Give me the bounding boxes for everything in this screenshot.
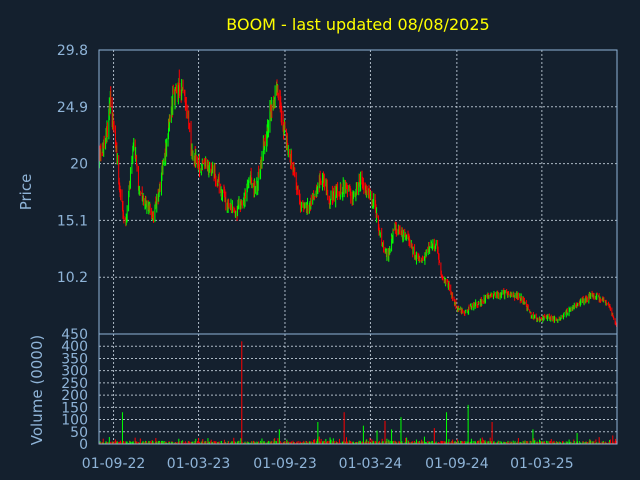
x-tick-label: 01-03-25 (510, 456, 574, 472)
tick-labels: 01-09-22 01-03-23 01-09-23 01-03-24 01-09-24… (57, 43, 574, 472)
price-tick-label: 29.8 (57, 43, 88, 59)
x-tick-label: 01-03-24 (339, 456, 403, 472)
x-tick-label: 01-09-24 (425, 456, 489, 472)
price-tick-label: 15.1 (57, 213, 88, 229)
x-tick-label: 01-03-23 (167, 456, 231, 472)
volume-axis-label: Volume (0000) (28, 335, 46, 445)
volume-tick-label: 350 (61, 351, 88, 367)
x-tick-label: 01-09-22 (82, 456, 146, 472)
price-tick-label: 20 (70, 157, 88, 173)
volume-tick-label: 250 (61, 376, 88, 392)
volume-tick-label: 100 (61, 413, 88, 429)
chart-title: BOOM - last updated 08/08/2025 (226, 15, 489, 34)
volume-tick-label: 450 (61, 327, 88, 343)
volume-tick-label: 0 (79, 437, 88, 453)
price-axis-label: Price (17, 174, 35, 211)
volume-tick-label: 300 (61, 364, 88, 380)
volume-tick-label: 400 (61, 339, 88, 355)
volume-panel-frame (98, 333, 618, 445)
volume-tick-label: 50 (70, 425, 88, 441)
x-tick-label: 01-09-23 (253, 456, 317, 472)
grid-layer (99, 50, 617, 444)
price-tick-label: 24.9 (57, 100, 88, 116)
price-candles (98, 69, 618, 329)
price-tick-label: 10.2 (57, 270, 88, 286)
volume-tick-label: 150 (61, 400, 88, 416)
volume-tick-label: 200 (61, 388, 88, 404)
